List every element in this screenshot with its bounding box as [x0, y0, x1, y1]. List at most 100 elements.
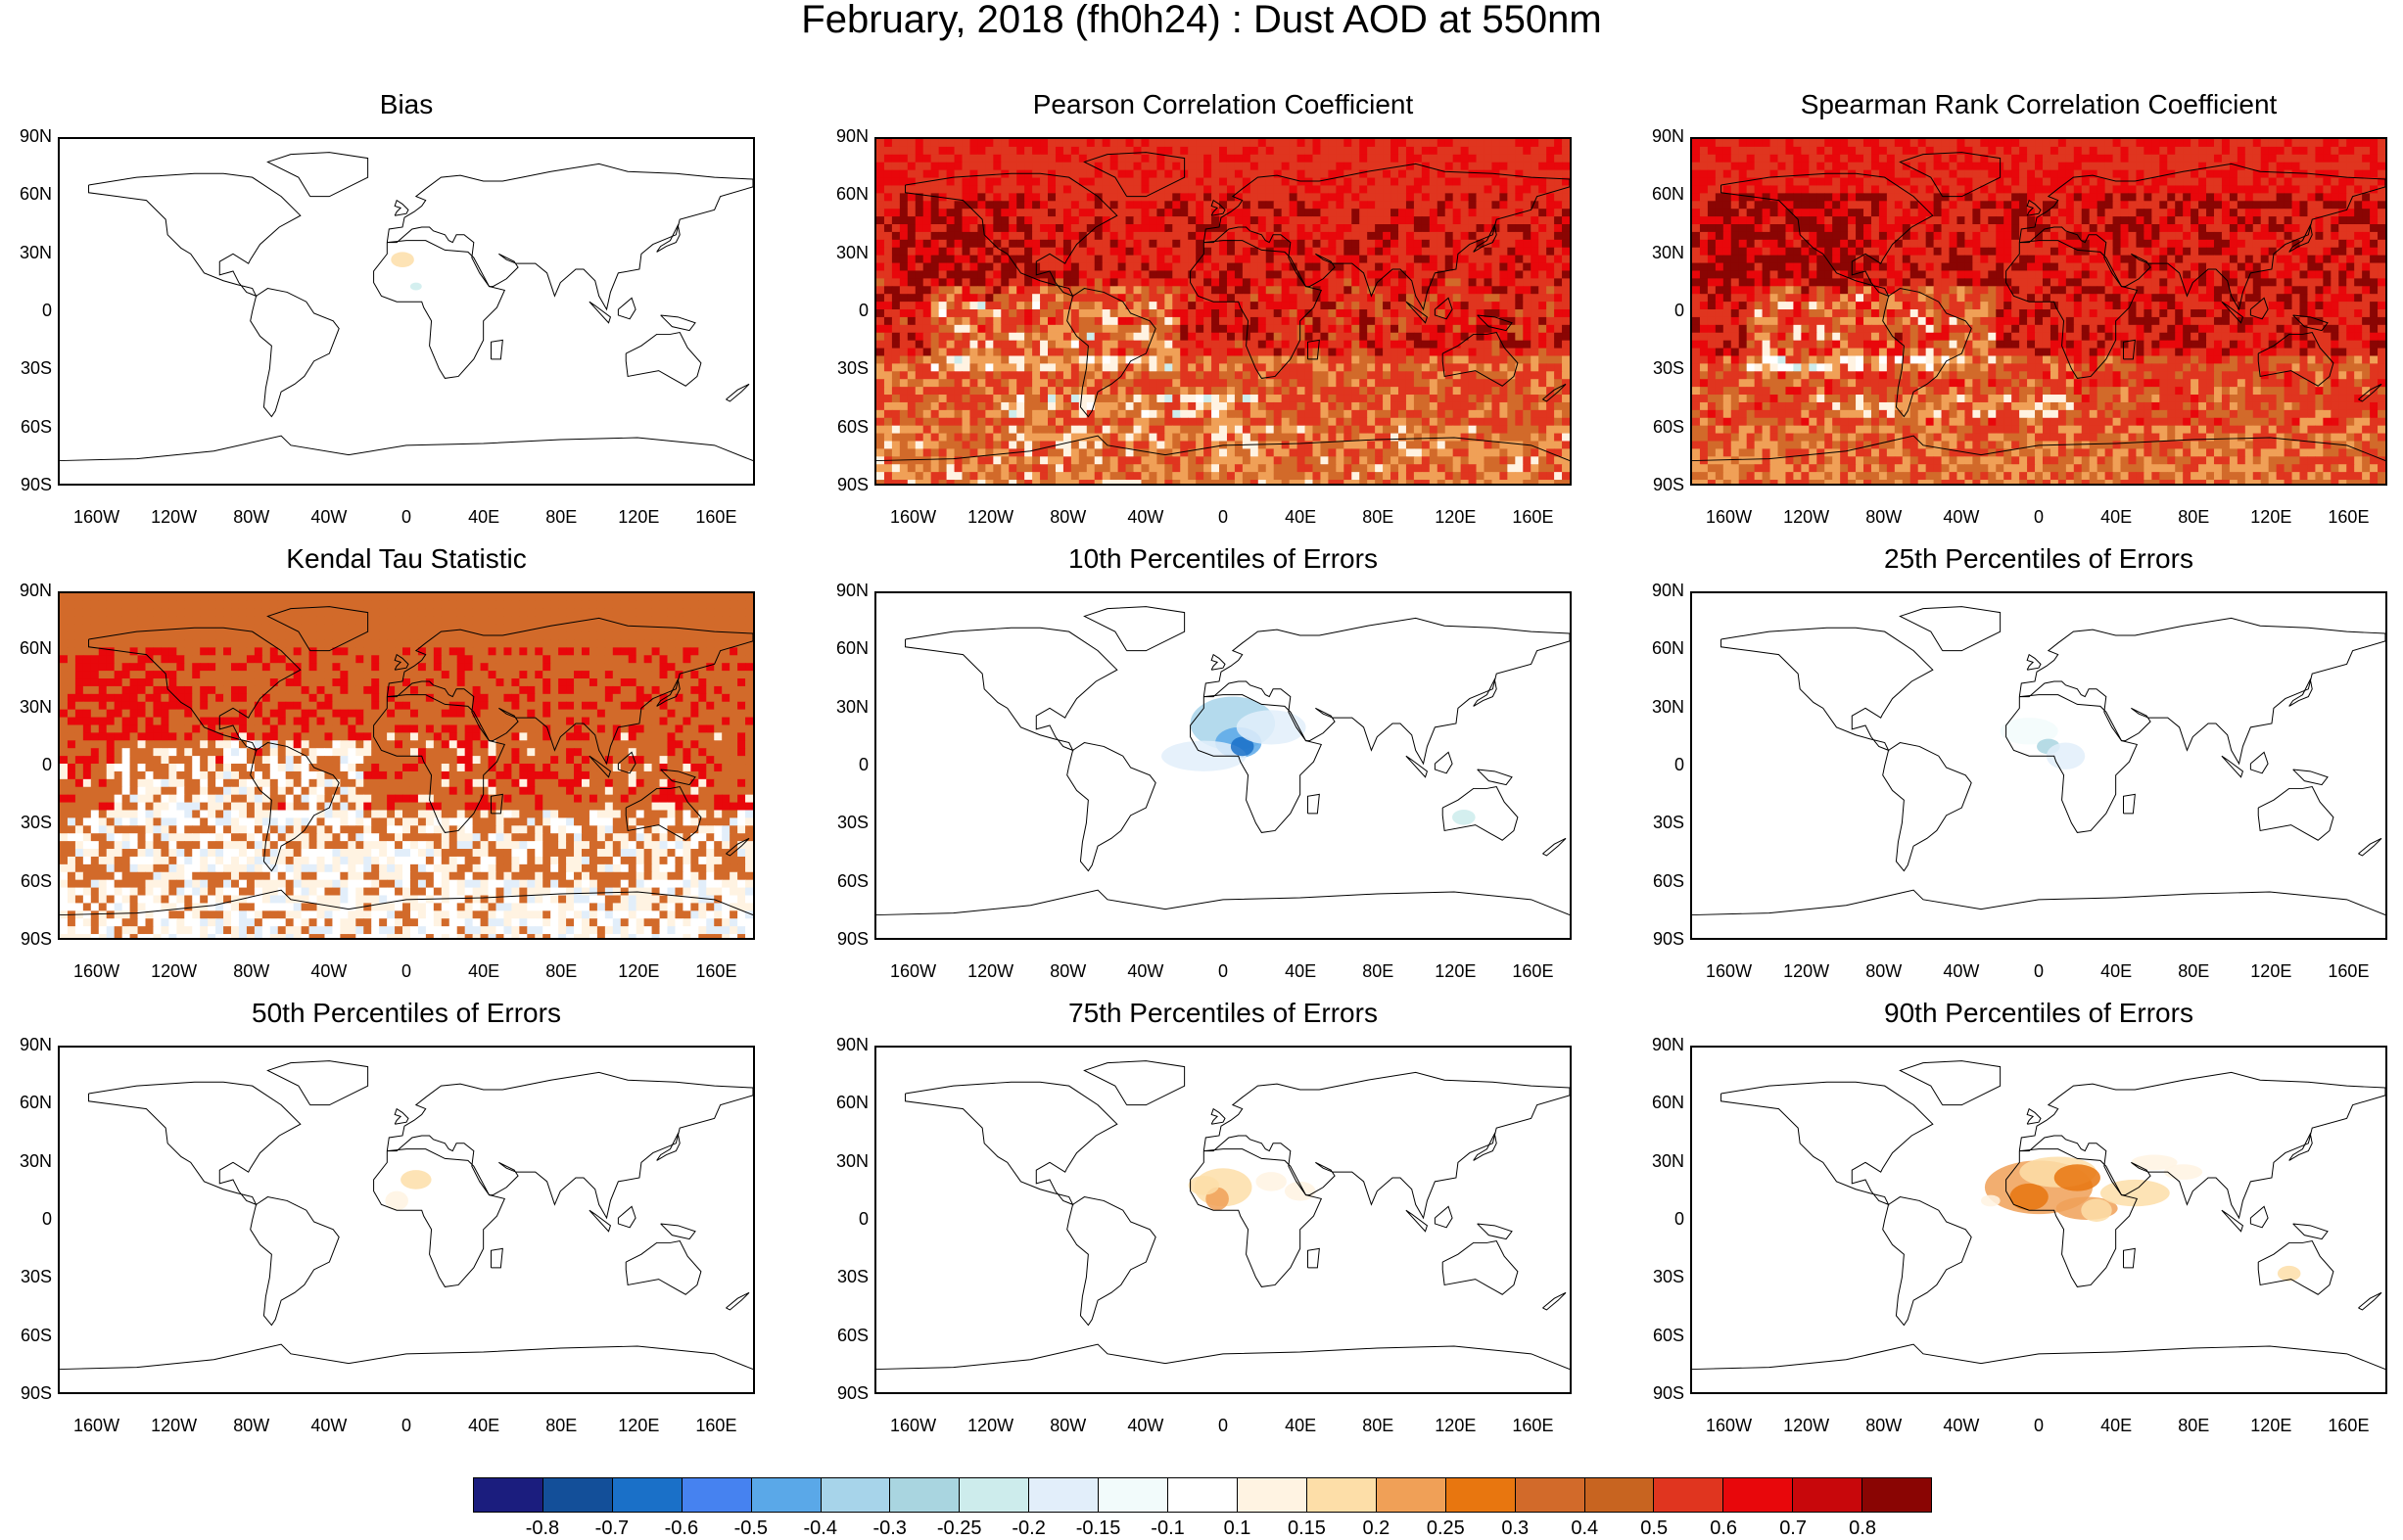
lon-tick-label: 160W: [890, 1416, 937, 1435]
lon-tick-label: 80W: [1050, 507, 1087, 527]
coastline: [589, 301, 612, 324]
lon-tick-label: 160W: [73, 507, 120, 527]
lon-tick-label: 80W: [1865, 1416, 1903, 1435]
lat-tick-label: 90S: [836, 929, 869, 949]
coastline: [2005, 694, 2139, 833]
coastline: [1066, 288, 1156, 418]
coastline: [1473, 223, 1497, 253]
coastline: [1692, 1343, 2385, 1371]
lat-tick-label: 90S: [836, 1383, 869, 1403]
colorbar-label: 0.25: [1426, 1517, 1465, 1539]
lon-tick-label: 40E: [1285, 1416, 1317, 1435]
lat-tick-label: 0: [41, 755, 52, 774]
colorbar-label: 0.6: [1710, 1517, 1738, 1539]
lat-tick-label: 30N: [835, 1150, 869, 1171]
panel-title: Bias: [379, 89, 434, 119]
lat-tick-label: 60S: [20, 1325, 52, 1345]
colorbar-label: 0.15: [1287, 1517, 1326, 1539]
coastline: [1434, 1205, 1453, 1229]
coastline: [1083, 1060, 1186, 1106]
coastline: [1202, 617, 1570, 766]
panel-title: 75th Percentiles of Errors: [1068, 998, 1378, 1028]
colorbar-label: -0.5: [733, 1517, 769, 1539]
lon-tick-label: 120W: [1783, 507, 1830, 527]
lon-tick-label: 0: [2033, 961, 2044, 981]
coastline: [2257, 331, 2334, 387]
colorbar-box: [612, 1478, 683, 1512]
coastline: [625, 331, 702, 387]
coastline: [250, 1196, 340, 1327]
coastline: [2358, 837, 2382, 857]
colorbar-box: [542, 1478, 613, 1512]
data-field: [385, 1170, 432, 1211]
lon-tick-label: 120E: [2250, 961, 2292, 981]
coastline: [394, 199, 409, 216]
coastline: [1190, 694, 1323, 833]
coastline: [589, 755, 612, 778]
panel-title: 50th Percentiles of Errors: [252, 998, 561, 1028]
lat-tick-label: 60N: [835, 184, 869, 205]
coastline: [2288, 223, 2313, 253]
coastline: [60, 1343, 753, 1371]
lat-tick-label: 90S: [836, 475, 869, 494]
lat-tick-label: 30N: [1651, 242, 1684, 262]
colorbar-label: -0.1: [1151, 1517, 1185, 1539]
coastline: [2123, 1247, 2136, 1269]
coastline: [905, 172, 1118, 298]
colorbar-box: [1654, 1478, 1724, 1512]
coastline: [2292, 314, 2329, 332]
data-field: [1188, 1168, 1316, 1211]
colorbar-box: [1793, 1478, 1863, 1512]
coastline: [491, 1247, 503, 1269]
colorbar-box: [821, 1478, 891, 1512]
coastline: [2257, 785, 2334, 841]
lon-tick-label: 80E: [545, 1416, 578, 1435]
lon-tick-label: 0: [2033, 1416, 2044, 1435]
lat-tick-label: 60S: [836, 416, 869, 437]
coastline: [394, 653, 409, 671]
coastline: [1083, 152, 1186, 198]
lat-tick-label: 30N: [835, 696, 869, 717]
lon-tick-label: 40E: [468, 507, 500, 527]
lat-tick-label: 90S: [1652, 475, 1684, 494]
lon-tick-label: 40E: [2100, 961, 2133, 981]
coastline: [1210, 199, 1226, 216]
lon-tick-label: 0: [1217, 961, 1228, 981]
lon-tick-label: 80W: [1865, 961, 1903, 981]
coastline: [1307, 1247, 1320, 1269]
colorbar-box: [1029, 1478, 1100, 1512]
lat-tick-label: 60N: [1651, 184, 1684, 205]
data-field: [1692, 139, 2385, 484]
lon-tick-label: 0: [400, 1416, 411, 1435]
colorbar: [473, 1477, 1932, 1513]
coastline: [1202, 163, 1570, 311]
lon-tick-label: 120E: [1435, 961, 1477, 981]
lon-tick-label: 80E: [545, 961, 578, 981]
coastline: [2249, 751, 2269, 774]
coastline: [1441, 331, 1519, 387]
lat-tick-label: 60S: [20, 870, 52, 891]
colorbar-box: [890, 1478, 961, 1512]
map-panel: [1690, 591, 2387, 940]
lon-tick-label: 80W: [233, 961, 270, 981]
lon-tick-label: 120W: [151, 961, 198, 981]
coastline: [905, 627, 1118, 752]
coastline: [876, 1343, 1570, 1371]
lon-tick-label: 80W: [233, 507, 270, 527]
lon-tick-label: 0: [1217, 507, 1228, 527]
lon-tick-label: 0: [2033, 507, 2044, 527]
coastline: [2123, 793, 2136, 815]
coastline: [266, 1060, 369, 1106]
lat-tick-label: 60S: [1652, 870, 1684, 891]
lon-tick-label: 120W: [151, 1416, 198, 1435]
colorbar-label: 0.8: [1849, 1517, 1876, 1539]
lon-tick-label: 160E: [695, 1416, 737, 1435]
lat-tick-label: 60N: [19, 1093, 52, 1113]
lon-tick-label: 160E: [2328, 961, 2370, 981]
lon-tick-label: 160W: [1706, 507, 1753, 527]
colorbar-label: -0.7: [594, 1517, 630, 1539]
coastline: [2026, 653, 2042, 671]
coastline: [2221, 1209, 2244, 1233]
lon-tick-label: 160E: [1512, 507, 1554, 527]
lon-tick-label: 160W: [73, 1416, 120, 1435]
